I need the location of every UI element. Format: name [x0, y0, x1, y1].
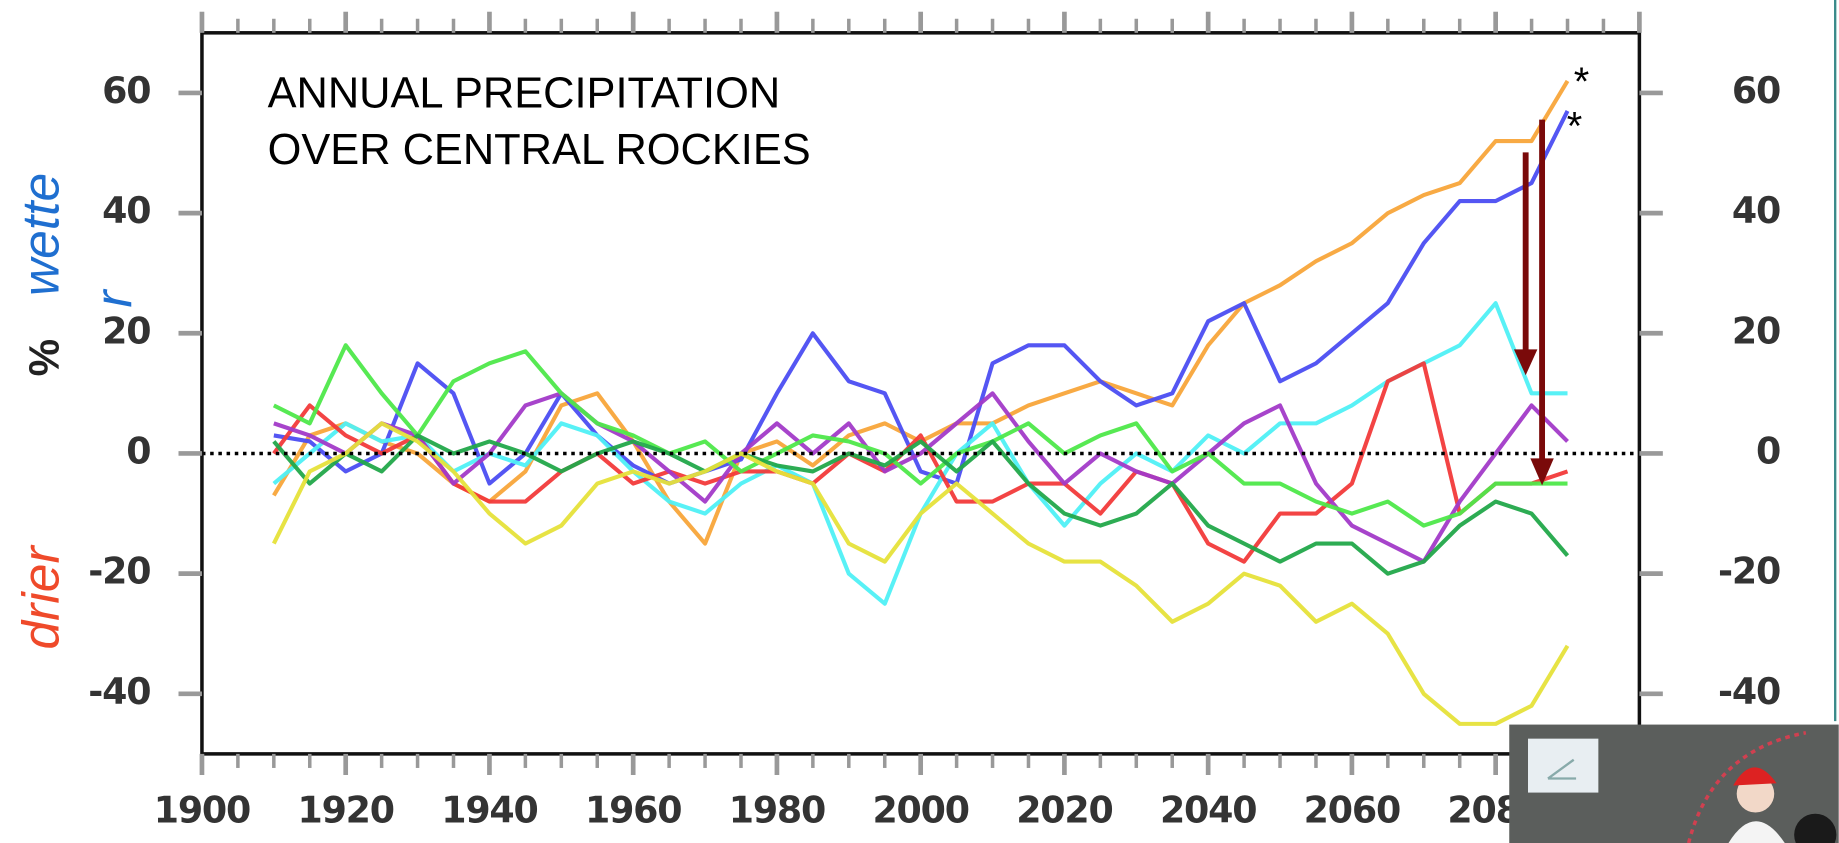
y-tick-label: 0: [1756, 429, 1780, 472]
y-tick-label: 40: [102, 189, 150, 232]
y-tick-label: 20: [102, 309, 150, 352]
x-tick-label: 2000: [872, 789, 968, 832]
y-tick-label: 20: [1732, 309, 1780, 352]
photo-sign: [1528, 739, 1598, 793]
y-label-wetter: r: [84, 289, 142, 308]
chart-title: OVER CENTRAL ROCKIES: [268, 126, 811, 174]
x-tick-label: 2060: [1304, 789, 1400, 832]
chart: ANNUAL PRECIPITATION OVER CENTRAL ROCKIE…: [0, 0, 1839, 843]
x-tick-label: 2020: [1016, 789, 1112, 832]
y-label-drier: drier: [11, 545, 69, 650]
y-tick-label: 40: [1732, 189, 1780, 232]
x-tick-label: 1920: [297, 789, 393, 832]
annotation: *: [1567, 105, 1583, 149]
y-label-wetter: wette: [11, 173, 69, 296]
x-tick-label: 1940: [441, 789, 537, 832]
annotation: *: [1574, 60, 1590, 104]
x-tick-label: 1980: [729, 789, 825, 832]
y-tick-label: -20: [88, 550, 150, 593]
y-tick-label: -40: [1718, 670, 1780, 713]
page: {"chart_data": { "type": "line", "title_…: [0, 0, 1839, 843]
y-tick-label: 60: [102, 69, 150, 112]
y-tick-label: -40: [88, 670, 150, 713]
photo: [1509, 725, 1838, 843]
y-unit: %: [20, 339, 67, 377]
chart-title: ANNUAL PRECIPITATION: [268, 70, 781, 118]
plot-area: [202, 81, 1639, 724]
x-tick-label: 2040: [1160, 789, 1256, 832]
y-tick-label: 0: [126, 429, 150, 472]
y-tick-label: 60: [1732, 69, 1780, 112]
y-tick-label: -20: [1718, 550, 1780, 593]
x-tick-label: 1960: [585, 789, 681, 832]
x-tick-label: 1900: [154, 789, 250, 832]
